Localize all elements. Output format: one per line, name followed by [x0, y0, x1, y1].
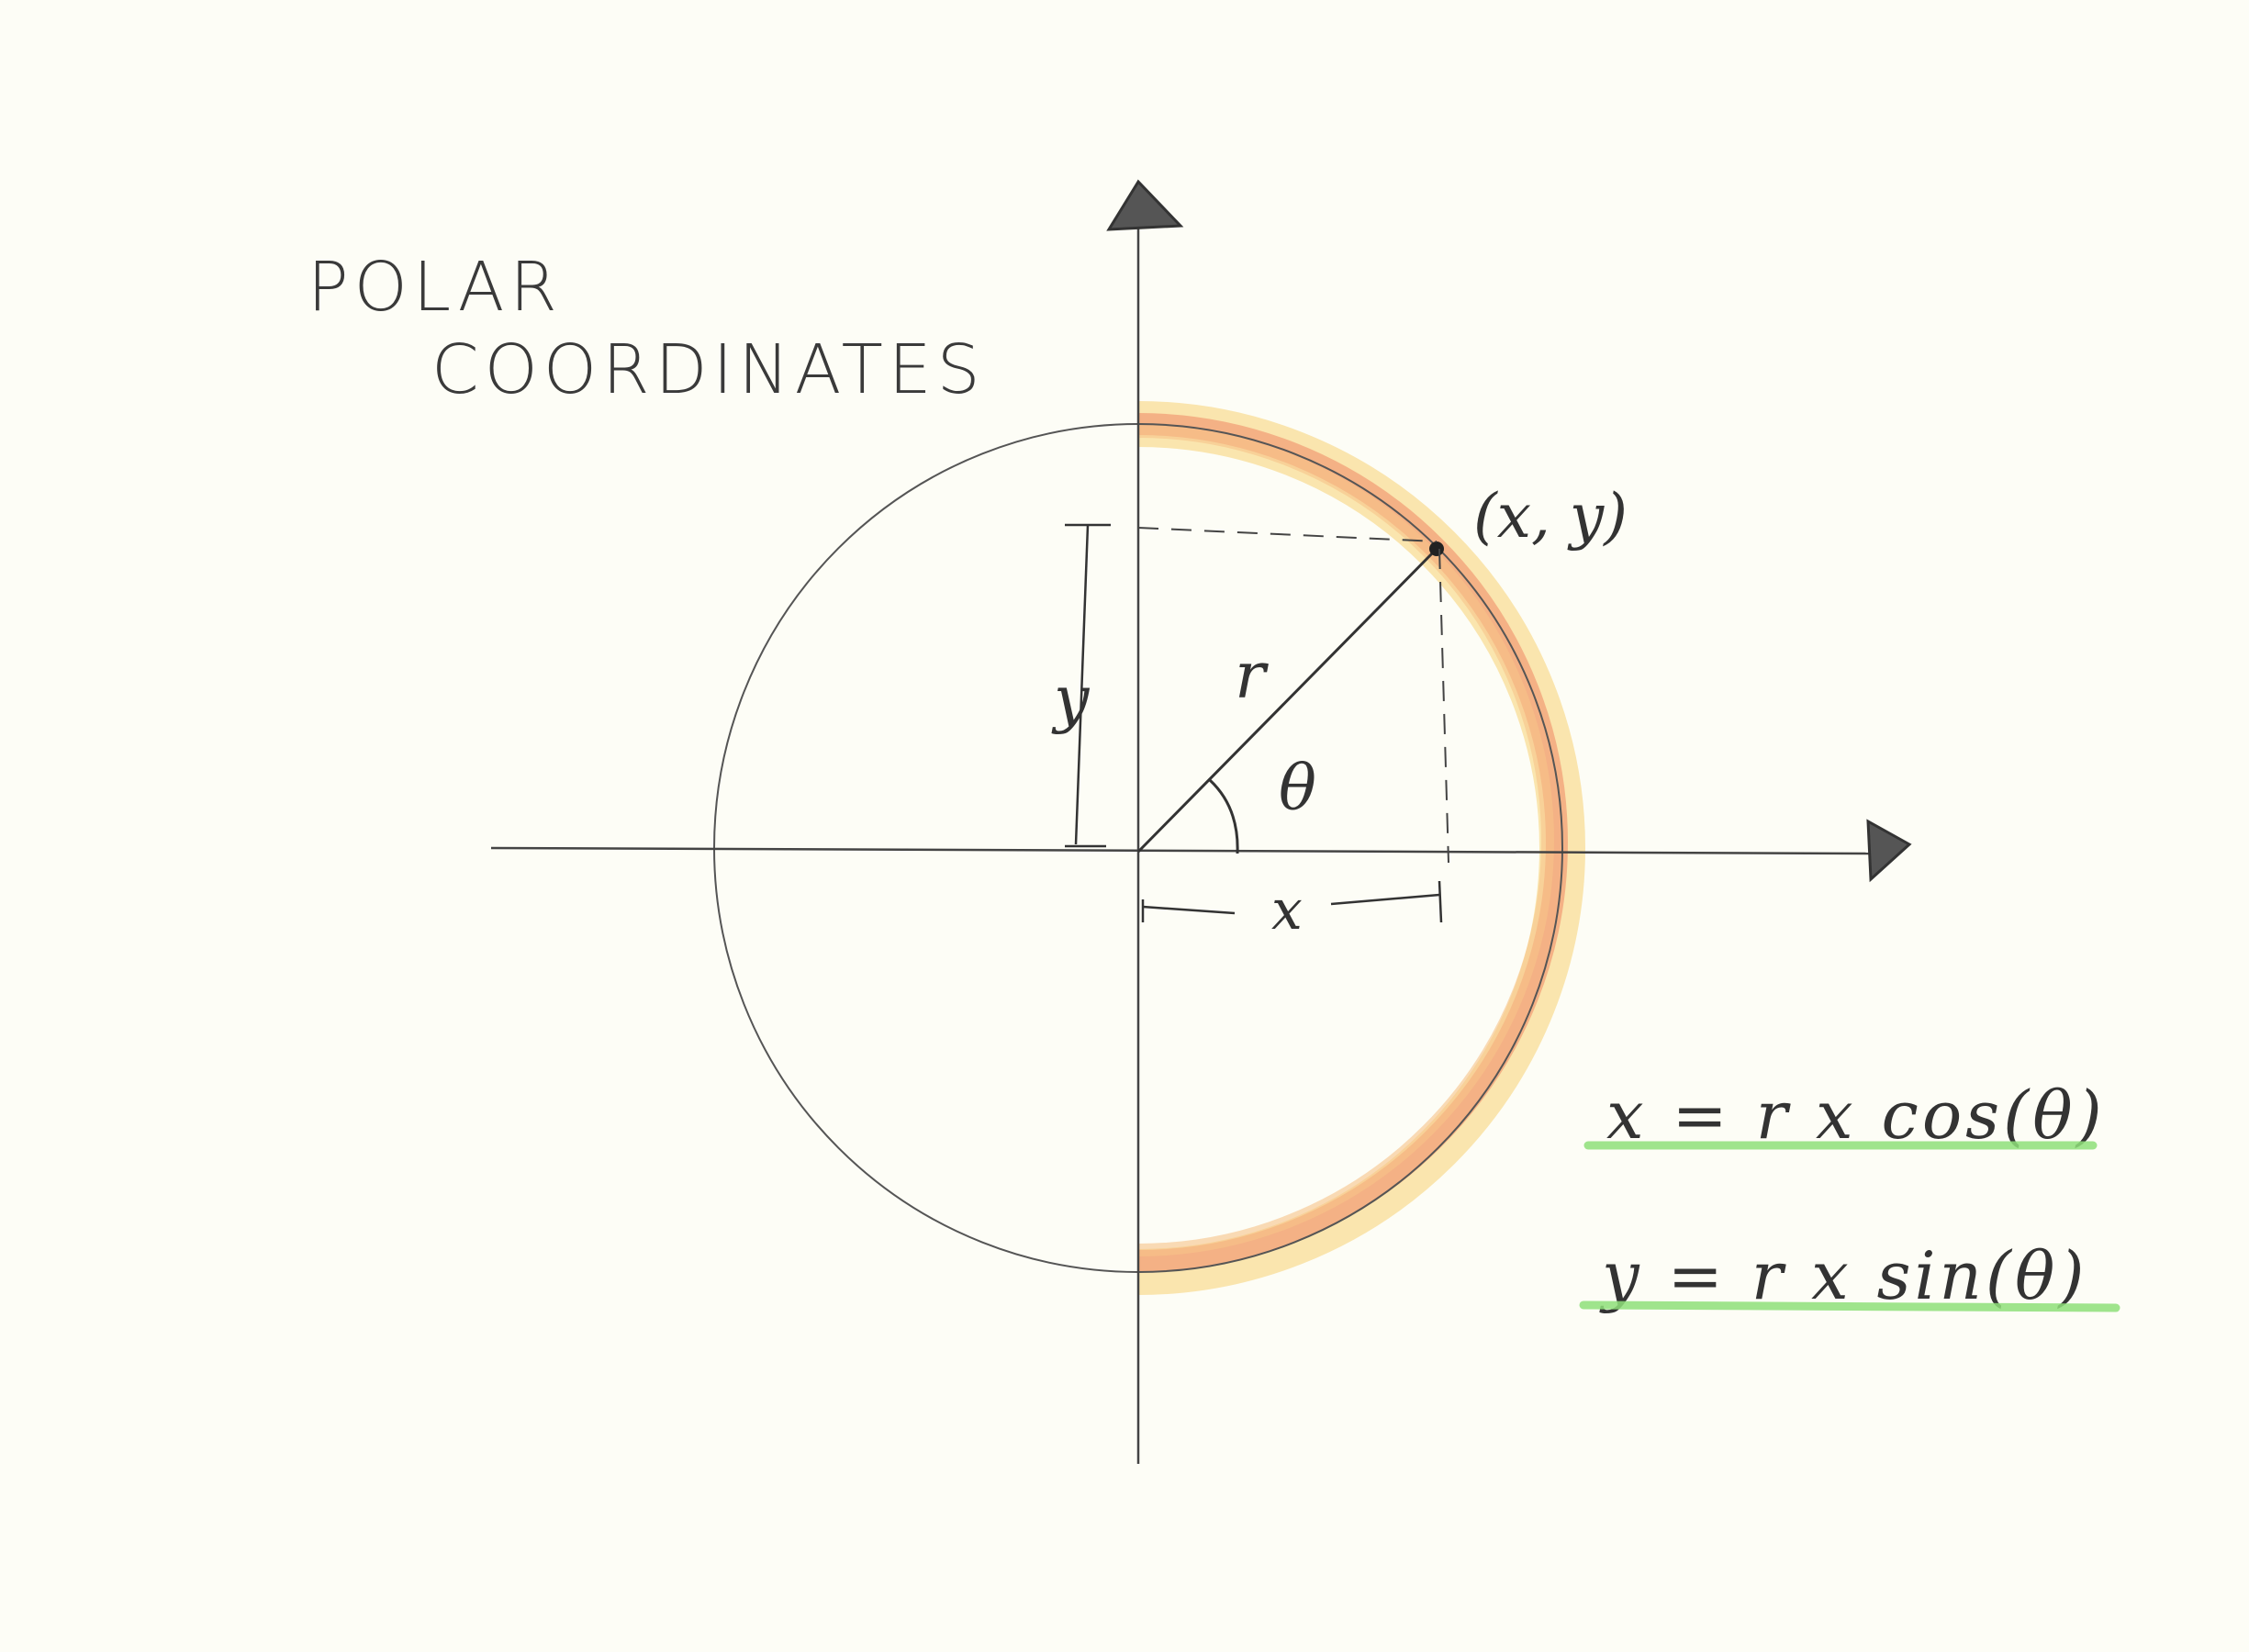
dashed-vertical: [1438, 548, 1449, 864]
dashed-horizontal: [1137, 527, 1438, 542]
title-line-1: POLAR: [308, 248, 563, 327]
y-dimension-bracket: [1065, 523, 1111, 848]
radius-label: r: [1235, 638, 1269, 713]
y-dimension-label: y: [1051, 664, 1091, 736]
radius-line: [1136, 547, 1438, 854]
point-marker: [1429, 541, 1444, 556]
angle-arc: [1208, 778, 1239, 854]
x-axis: [490, 846, 1878, 855]
formula-y: y = r x sin(θ): [1599, 1237, 2087, 1314]
point-label: (x, y): [1473, 481, 1628, 552]
formula-y-underline: [1579, 1300, 2120, 1312]
x-axis-arrow-icon: [1866, 819, 1912, 883]
x-dimension-bracket: [1141, 880, 1443, 923]
angle-label: θ: [1279, 753, 1316, 825]
y-axis-arrow-icon: [1106, 179, 1184, 231]
title-line-2: COORDINATES: [431, 330, 986, 409]
formula-x: x = r x cos(θ): [1606, 1077, 2106, 1154]
x-dimension-label: x: [1271, 878, 1303, 943]
